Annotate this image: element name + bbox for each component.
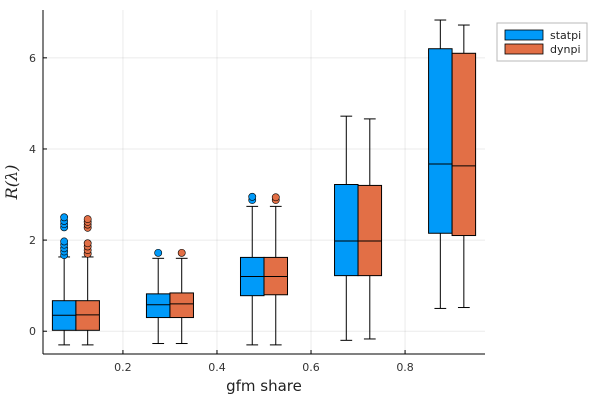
dynpi-box-0-outlier-7 bbox=[83, 215, 92, 224]
series-dynpi bbox=[75, 24, 477, 346]
x-tick-label-3: 0.8 bbox=[396, 361, 414, 374]
statpi-box-3-iqr bbox=[334, 184, 359, 277]
dynpi-box-3-iqr bbox=[357, 184, 383, 277]
dynpi-box-1-outlier-0 bbox=[177, 248, 186, 257]
legend-frame bbox=[496, 22, 588, 62]
y-tick-label-2: 4 bbox=[29, 143, 36, 156]
dynpi-box-2-outlier-1 bbox=[271, 193, 280, 202]
legend-swatch-statpi bbox=[504, 29, 544, 41]
legend-label-statpi: statpi bbox=[550, 29, 581, 42]
y-axis-label: R(λ) bbox=[2, 165, 21, 201]
statpi-box-0-outlier-8 bbox=[60, 213, 69, 222]
y-tick-label-3: 6 bbox=[29, 52, 36, 65]
y-tick-label-1: 2 bbox=[29, 234, 36, 247]
legend-label-dynpi: dynpi bbox=[550, 43, 581, 56]
box-series-layer bbox=[51, 19, 477, 346]
axes bbox=[42, 10, 485, 355]
dynpi-box-1-iqr bbox=[169, 292, 194, 319]
dynpi-box-0-iqr bbox=[75, 300, 100, 331]
dynpi-box-0-outlier-3 bbox=[83, 239, 92, 248]
x-tick-label-1: 0.4 bbox=[208, 361, 226, 374]
statpi-box-4-iqr bbox=[428, 48, 453, 234]
x-axis-label: gfm share bbox=[226, 377, 302, 395]
x-tick-label-2: 0.6 bbox=[302, 361, 320, 374]
y-tick-labels: 0 2 4 6 bbox=[29, 52, 47, 338]
statpi-box-1-iqr bbox=[145, 293, 171, 319]
x-tick-labels: 0.2 0.4 0.6 0.8 bbox=[114, 350, 414, 374]
series-statpi bbox=[51, 19, 453, 346]
y-tick-label-0: 0 bbox=[29, 325, 36, 338]
legend-swatch-dynpi bbox=[504, 43, 544, 55]
statpi-box-0-outlier-4 bbox=[60, 237, 69, 246]
dynpi-box-4-iqr bbox=[451, 52, 477, 237]
statpi-box-1-outlier-0 bbox=[154, 248, 163, 257]
x-tick-label-0: 0.2 bbox=[114, 361, 132, 374]
grid bbox=[43, 10, 485, 354]
statpi-box-2-outlier-1 bbox=[248, 192, 257, 201]
